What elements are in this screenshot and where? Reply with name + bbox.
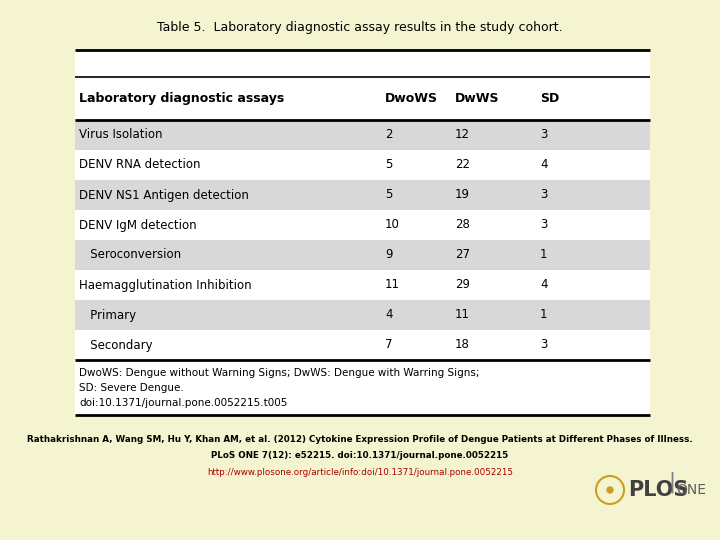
Text: 3: 3 bbox=[540, 219, 547, 232]
Text: DwoWS: Dengue without Warning Signs; DwWS: Dengue with Warring Signs;: DwoWS: Dengue without Warning Signs; DwW… bbox=[79, 368, 480, 378]
Text: DwoWS: DwoWS bbox=[385, 92, 438, 105]
Text: DwWS: DwWS bbox=[455, 92, 500, 105]
Text: 27: 27 bbox=[455, 248, 470, 261]
Text: ONE: ONE bbox=[676, 483, 706, 497]
Text: 29: 29 bbox=[455, 279, 470, 292]
Bar bbox=[75, 300, 650, 330]
Text: DENV NS1 Antigen detection: DENV NS1 Antigen detection bbox=[79, 188, 249, 201]
Text: Primary: Primary bbox=[79, 308, 136, 321]
Text: 4: 4 bbox=[540, 159, 547, 172]
Text: 3: 3 bbox=[540, 339, 547, 352]
Text: DENV RNA detection: DENV RNA detection bbox=[79, 159, 200, 172]
Text: 1: 1 bbox=[540, 308, 547, 321]
Text: DENV IgM detection: DENV IgM detection bbox=[79, 219, 197, 232]
Text: PLoS ONE 7(12): e52215. doi:10.1371/journal.pone.0052215: PLoS ONE 7(12): e52215. doi:10.1371/jour… bbox=[212, 451, 508, 460]
Text: 28: 28 bbox=[455, 219, 470, 232]
Text: 5: 5 bbox=[385, 188, 392, 201]
Text: PLOS: PLOS bbox=[628, 480, 688, 500]
Text: 2: 2 bbox=[385, 129, 392, 141]
Text: Seroconversion: Seroconversion bbox=[79, 248, 181, 261]
Text: 11: 11 bbox=[385, 279, 400, 292]
Text: http://www.plosone.org/article/info:doi/10.1371/journal.pone.0052215: http://www.plosone.org/article/info:doi/… bbox=[207, 468, 513, 477]
Text: Secondary: Secondary bbox=[79, 339, 153, 352]
Text: Haemagglutination Inhibition: Haemagglutination Inhibition bbox=[79, 279, 251, 292]
Text: SD: Severe Dengue.: SD: Severe Dengue. bbox=[79, 383, 184, 393]
Text: 12: 12 bbox=[455, 129, 470, 141]
Text: 9: 9 bbox=[385, 248, 392, 261]
Text: 11: 11 bbox=[455, 308, 470, 321]
Text: 4: 4 bbox=[385, 308, 392, 321]
Text: |: | bbox=[668, 471, 675, 492]
Text: 3: 3 bbox=[540, 129, 547, 141]
Text: Table 5.  Laboratory diagnostic assay results in the study cohort.: Table 5. Laboratory diagnostic assay res… bbox=[157, 22, 563, 35]
Text: 19: 19 bbox=[455, 188, 470, 201]
Text: 10: 10 bbox=[385, 219, 400, 232]
Text: 3: 3 bbox=[540, 188, 547, 201]
Text: 4: 4 bbox=[540, 279, 547, 292]
Text: 7: 7 bbox=[385, 339, 392, 352]
Text: Virus Isolation: Virus Isolation bbox=[79, 129, 163, 141]
Text: Rathakrishnan A, Wang SM, Hu Y, Khan AM, et al. (2012) Cytokine Expression Profi: Rathakrishnan A, Wang SM, Hu Y, Khan AM,… bbox=[27, 435, 693, 444]
Circle shape bbox=[607, 487, 613, 493]
Text: 18: 18 bbox=[455, 339, 470, 352]
Text: Laboratory diagnostic assays: Laboratory diagnostic assays bbox=[79, 92, 284, 105]
Bar bbox=[75, 120, 650, 150]
Bar bbox=[75, 180, 650, 210]
Bar bbox=[75, 50, 650, 415]
Text: 22: 22 bbox=[455, 159, 470, 172]
Text: SD: SD bbox=[540, 92, 559, 105]
Text: 5: 5 bbox=[385, 159, 392, 172]
Text: doi:10.1371/journal.pone.0052215.t005: doi:10.1371/journal.pone.0052215.t005 bbox=[79, 398, 287, 408]
Bar bbox=[75, 240, 650, 270]
Text: 1: 1 bbox=[540, 248, 547, 261]
